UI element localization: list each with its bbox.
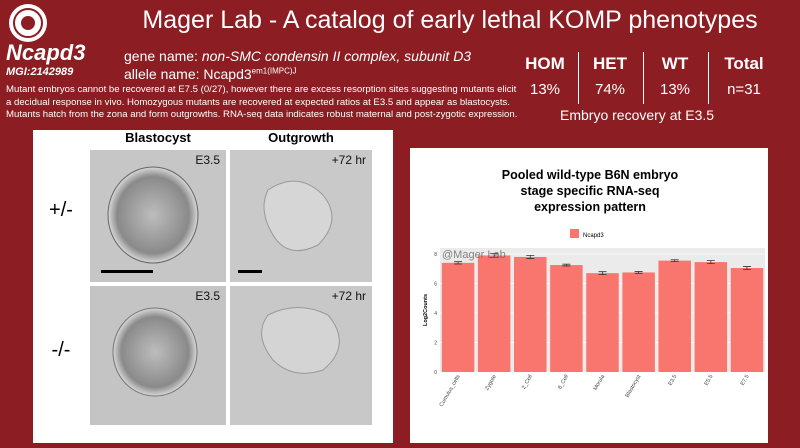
x-tick-label: 2_Cell (521, 374, 534, 391)
error-bar (634, 271, 643, 274)
y-tick-label: 2 (434, 341, 437, 347)
divider (643, 52, 644, 104)
error-bar (454, 261, 463, 265)
chart-title: expression pattern (534, 200, 646, 214)
table-header: HOM (525, 54, 565, 73)
x-tick-label: Cumulus_cells (439, 374, 462, 408)
divider (578, 52, 579, 104)
legend-swatch (570, 229, 579, 238)
error-bar (490, 253, 499, 258)
x-tick-label: 8_Cell (557, 374, 570, 391)
table-caption: Embryo recovery at E3.5 (560, 107, 715, 123)
image-panel: Blastocyst Outgrowth +/- -/- E3.5 +72 hr E3.5 +… (33, 130, 393, 443)
bar (514, 256, 547, 372)
column-label: Blastocyst (125, 130, 191, 145)
page-title: Mager Lab - A catalog of early lethal KO… (142, 6, 758, 34)
error-bar (526, 255, 535, 259)
column-label: Outgrowth (268, 130, 334, 145)
row-label: -/- (52, 339, 71, 361)
bar (586, 273, 619, 372)
x-tick-label: Zygote (484, 374, 498, 392)
bar (550, 265, 583, 372)
table-header: HET (593, 54, 627, 73)
y-tick-label: 8 (434, 252, 437, 258)
gene-name: non-SMC condensin II complex, subunit D3 (201, 48, 472, 64)
bar (622, 272, 655, 372)
allele-sup: em1(IMPC)J (251, 66, 297, 76)
x-tick-label: Blastocyst (625, 374, 643, 399)
row-label: +/- (49, 199, 73, 221)
table-cell: n=31 (727, 81, 761, 98)
y-axis-label: Log2Counts (423, 294, 429, 326)
x-tick-label: Morula (593, 373, 607, 391)
stage-label: +72 hr (332, 289, 366, 303)
stage-label: +72 hr (332, 153, 366, 167)
x-tick-label: E7.5 (740, 374, 751, 387)
label: allele name: (124, 66, 200, 82)
bar (441, 262, 475, 372)
image-grid: Blastocyst Outgrowth +/- -/- E3.5 +72 hr E3.5 +… (49, 130, 372, 425)
chart-title: Pooled wild-type B6N embryo (502, 168, 679, 182)
chart-title: stage specific RNA-seq (521, 184, 660, 198)
bar (694, 262, 728, 372)
logo (9, 4, 47, 42)
error-bar (706, 260, 715, 264)
x-tick-label: E3.5 (668, 374, 679, 387)
table-cell: 74% (594, 81, 626, 98)
bar (730, 268, 764, 372)
gene-name-row: gene name: non-SMC condensin II complex,… (124, 48, 471, 64)
table-cell: 13% (659, 81, 691, 98)
watermark: @Mager Lab (442, 249, 506, 261)
table-header: Total (724, 54, 764, 73)
legend-label: Ncapd3 (583, 233, 604, 239)
stage-label: E3.5 (195, 289, 220, 303)
table-cell: 13% (529, 81, 561, 98)
mgi-id: MGI:2142989 (6, 66, 74, 78)
divider (708, 52, 709, 104)
error-bar (670, 259, 679, 262)
chart-panel: Pooled wild-type B6N embryo stage specifi… (410, 148, 768, 443)
chart: Pooled wild-type B6N embryo stage specifi… (423, 168, 765, 408)
label: gene name: (124, 48, 198, 64)
y-tick-label: 6 (434, 282, 437, 288)
allele: Ncapd3 (203, 66, 252, 82)
x-tick-label: E5.5 (704, 374, 715, 387)
gene-symbol: Ncapd3 (6, 40, 86, 65)
bar (477, 255, 511, 372)
bar (658, 260, 691, 372)
allele-row: allele name: Ncapd3em1(IMPC)J (124, 66, 297, 82)
stage-label: E3.5 (195, 153, 220, 167)
description: Mutant embryos cannot be recovered at E7… (6, 84, 518, 120)
error-bar (742, 266, 751, 270)
error-bar (562, 263, 571, 267)
y-tick-label: 4 (434, 311, 437, 317)
error-bar (598, 271, 607, 276)
table-header: WT (661, 54, 689, 73)
y-tick-label: 0 (434, 370, 437, 376)
